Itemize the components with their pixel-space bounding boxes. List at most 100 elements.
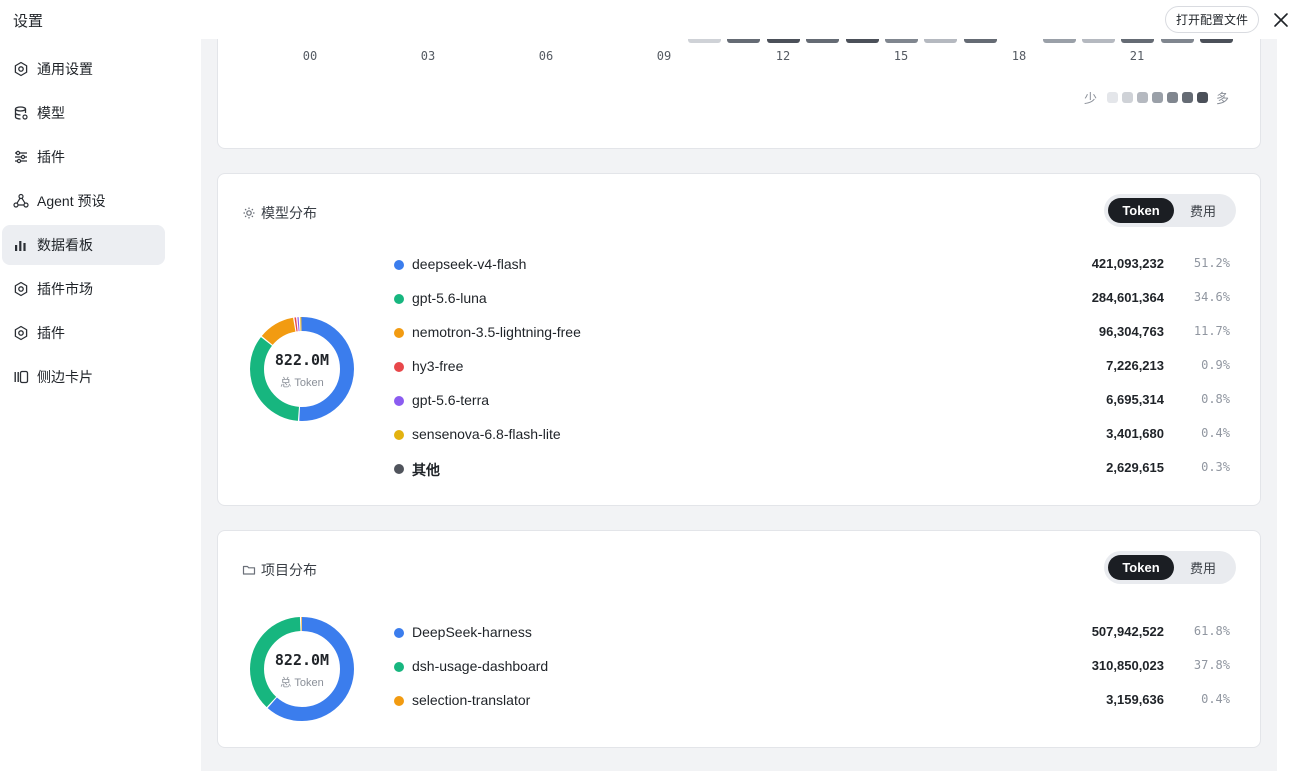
heatmap-cell[interactable] bbox=[1160, 39, 1194, 43]
donut-slice bbox=[250, 617, 354, 721]
sidebar-item-label: 模型 bbox=[37, 105, 65, 121]
series-value: 96,304,763 bbox=[1098, 324, 1164, 339]
hour-label: 00 bbox=[302, 49, 318, 63]
heatmap-cell[interactable] bbox=[1200, 39, 1234, 43]
series-name: gpt-5.6-terra bbox=[412, 392, 490, 408]
hour-label: 09 bbox=[656, 49, 672, 63]
sidebar-item-label: 数据看板 bbox=[37, 237, 93, 253]
scrollbar-track[interactable] bbox=[1277, 39, 1297, 771]
toggle-cost[interactable]: 费用 bbox=[1189, 204, 1216, 219]
series-color-dot bbox=[394, 662, 404, 672]
sidebar-item-label: 插件 bbox=[37, 325, 65, 341]
legend-row: nemotron-3.5-lightning-free 96,304,763 11.… bbox=[394, 322, 1230, 344]
toggle-cost[interactable]: 费用 bbox=[1189, 561, 1216, 576]
heatmap-cell[interactable] bbox=[845, 39, 879, 43]
series-value: 3,401,680 bbox=[1106, 426, 1164, 441]
legend-row: hy3-free 7,226,213 0.9% bbox=[394, 356, 1230, 378]
legend-row: gpt-5.6-terra 6,695,314 0.8% bbox=[394, 390, 1230, 412]
gear-icon bbox=[13, 325, 29, 341]
sidebar-item-plugin-market[interactable]: 插件市场 bbox=[2, 269, 165, 309]
bar-chart-icon bbox=[13, 237, 29, 253]
close-icon[interactable] bbox=[1271, 10, 1291, 30]
series-value: 284,601,364 bbox=[1091, 290, 1164, 305]
series-percent: 34.6% bbox=[1193, 290, 1230, 304]
series-color-dot bbox=[394, 328, 404, 338]
series-percent: 37.8% bbox=[1193, 658, 1230, 672]
heatmap-cell[interactable] bbox=[885, 39, 918, 43]
series-color-dot bbox=[394, 362, 404, 372]
sidebar-item-plugins[interactable]: 插件 bbox=[2, 137, 165, 177]
heatmap-cell[interactable] bbox=[963, 39, 997, 43]
legend-swatch bbox=[1197, 91, 1209, 103]
sidebar-item-plugin[interactable]: 插件 bbox=[2, 313, 165, 353]
cards-icon bbox=[13, 369, 29, 385]
series-color-dot bbox=[394, 396, 404, 406]
series-name: DeepSeek-harness bbox=[412, 624, 532, 640]
series-percent: 11.7% bbox=[1193, 324, 1230, 338]
toggle-token[interactable]: Token bbox=[1108, 198, 1174, 223]
sidebar: 通用设置 模型 插件 Agent 预设 数据看板 插件市场 插件 侧边卡片 bbox=[0, 39, 201, 771]
legend-row: dsh-usage-dashboard 310,850,023 37.8% bbox=[394, 656, 1230, 678]
series-percent: 0.4% bbox=[1201, 426, 1230, 440]
heatmap-cell[interactable] bbox=[806, 39, 840, 43]
series-name: selection-translator bbox=[412, 692, 531, 708]
hour-label: 03 bbox=[420, 49, 436, 63]
legend-row: selection-translator 3,159,636 0.4% bbox=[394, 690, 1230, 712]
series-percent: 0.4% bbox=[1201, 692, 1230, 706]
sidebar-item-agent-presets[interactable]: Agent 预设 bbox=[2, 181, 165, 221]
series-value: 421,093,232 bbox=[1091, 256, 1164, 271]
database-icon bbox=[13, 105, 29, 121]
series-percent: 0.8% bbox=[1201, 392, 1230, 406]
window-title: 设置 bbox=[13, 13, 44, 30]
toggle-token[interactable]: Token bbox=[1108, 555, 1174, 580]
series-percent: 61.8% bbox=[1193, 624, 1230, 638]
series-color-dot bbox=[394, 464, 404, 474]
donut-total: 822.0M bbox=[274, 351, 330, 369]
heatmap-cell[interactable] bbox=[766, 39, 800, 43]
series-name: sensenova-6.8-flash-lite bbox=[412, 426, 561, 442]
sidebar-item-general-settings[interactable]: 通用设置 bbox=[2, 49, 165, 89]
series-value: 6,695,314 bbox=[1106, 392, 1164, 407]
series-name: nemotron-3.5-lightning-free bbox=[412, 324, 581, 340]
series-value: 3,159,636 bbox=[1106, 692, 1164, 707]
series-color-dot bbox=[394, 260, 404, 270]
metric-toggle: Token 费用 bbox=[1104, 551, 1236, 584]
sidebar-item-label: 侧边卡片 bbox=[37, 369, 93, 385]
legend-row: gpt-5.6-luna 284,601,364 34.6% bbox=[394, 288, 1230, 310]
series-name: gpt-5.6-luna bbox=[412, 290, 487, 306]
heatmap-cell[interactable] bbox=[1082, 39, 1115, 43]
series-color-dot bbox=[394, 294, 404, 304]
series-color-dot bbox=[394, 696, 404, 706]
legend-swatch bbox=[1152, 91, 1164, 103]
hour-label: 12 bbox=[775, 49, 791, 63]
title-bar: 设置 打开配置文件 bbox=[0, 0, 1297, 39]
hour-label: 15 bbox=[893, 49, 909, 63]
series-value: 507,942,522 bbox=[1091, 624, 1164, 639]
gear-icon bbox=[13, 61, 29, 77]
heatmap-cell[interactable] bbox=[688, 39, 721, 43]
donut-total-label: 总 Token bbox=[280, 677, 324, 689]
heatmap-cell[interactable] bbox=[924, 39, 958, 43]
folder-icon bbox=[242, 563, 256, 577]
legend-less: 少 bbox=[1084, 90, 1098, 106]
legend-swatch bbox=[1137, 91, 1149, 103]
legend-swatch bbox=[1107, 91, 1119, 103]
sidebar-item-side-cards[interactable]: 侧边卡片 bbox=[2, 357, 165, 397]
card-title: 模型分布 bbox=[242, 203, 317, 223]
heatmap-cell[interactable] bbox=[1042, 39, 1076, 43]
heatmap-cell[interactable] bbox=[1121, 39, 1155, 43]
sidebar-item-models[interactable]: 模型 bbox=[2, 93, 165, 133]
series-percent: 0.3% bbox=[1201, 460, 1230, 474]
heatmap-cell[interactable] bbox=[727, 39, 761, 43]
legend-swatch bbox=[1182, 91, 1194, 103]
series-value: 310,850,023 bbox=[1091, 658, 1164, 673]
hourly-heatmap-card: 00 03 06 09 12 15 18 21 少 多 bbox=[217, 39, 1261, 149]
legend-swatch bbox=[1122, 91, 1134, 103]
project-distribution-card: 项目分布 Token 费用 822.0M 总 Token DeepSeek-ha… bbox=[217, 530, 1261, 748]
series-color-dot bbox=[394, 430, 404, 440]
open-config-button[interactable]: 打开配置文件 bbox=[1165, 6, 1259, 33]
sidebar-item-dashboard[interactable]: 数据看板 bbox=[2, 225, 165, 265]
series-name: deepseek-v4-flash bbox=[412, 256, 527, 272]
hour-label: 06 bbox=[538, 49, 554, 63]
series-percent: 0.9% bbox=[1201, 358, 1230, 372]
